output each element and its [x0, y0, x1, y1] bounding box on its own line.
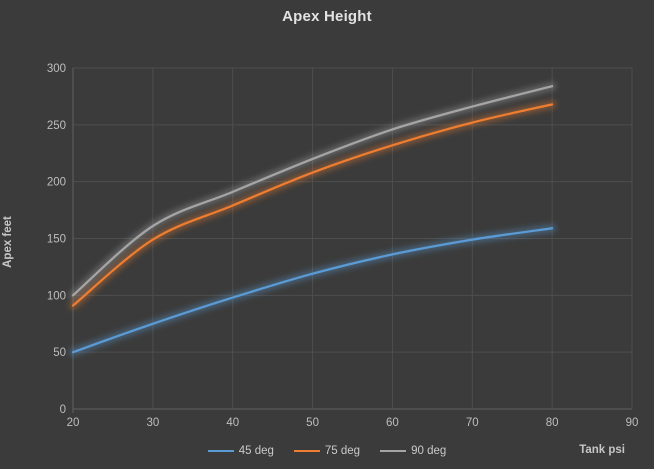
legend-label-45-deg: 45 deg	[238, 445, 274, 457]
y-axis-title: Apex feet	[2, 216, 14, 268]
legend-item-90-deg: 90 deg	[380, 445, 446, 457]
x-tick-label: 80	[546, 417, 559, 429]
x-tick-label: 60	[386, 417, 399, 429]
x-tick-label: 20	[67, 417, 80, 429]
y-tick-label: 200	[47, 177, 66, 189]
chart-title: Apex Height	[282, 8, 372, 25]
tick-label-layer: 20 30 40 50 60 70 80 90 0 50 100 150 200 250 300	[47, 63, 639, 429]
legend: 45 deg 75 deg 90 deg	[0, 445, 654, 457]
series-line-75-deg	[71, 103, 554, 307]
y-tick-label: 100	[47, 290, 66, 302]
y-tick-label: 50	[53, 347, 66, 359]
y-tick-label: 300	[47, 63, 66, 75]
legend-label-75-deg: 75 deg	[324, 445, 361, 457]
y-tick-label: 250	[47, 120, 66, 132]
legend-swatch-75-deg	[293, 450, 320, 452]
x-tick-label: 40	[226, 417, 239, 429]
legend-item-45-deg: 45 deg	[207, 445, 274, 457]
x-tick-label: 30	[146, 417, 159, 429]
series-line-45-deg	[71, 227, 554, 354]
grid-layer	[73, 67, 633, 409]
y-tick-label: 150	[47, 234, 66, 246]
x-tick-label: 90	[626, 417, 639, 429]
legend-swatch-45-deg	[207, 450, 234, 452]
y-tick-label: 0	[60, 404, 66, 416]
legend-label-90-deg: 90 deg	[411, 445, 447, 457]
series-layer	[69, 82, 557, 357]
legend-swatch-90-deg	[380, 450, 407, 452]
x-tick-label: 70	[466, 417, 479, 429]
x-axis-title: Tank psi	[579, 444, 625, 456]
x-tick-label: 50	[306, 417, 319, 429]
series-line-90-deg	[71, 85, 554, 297]
legend-item-75-deg: 75 deg	[293, 445, 361, 457]
